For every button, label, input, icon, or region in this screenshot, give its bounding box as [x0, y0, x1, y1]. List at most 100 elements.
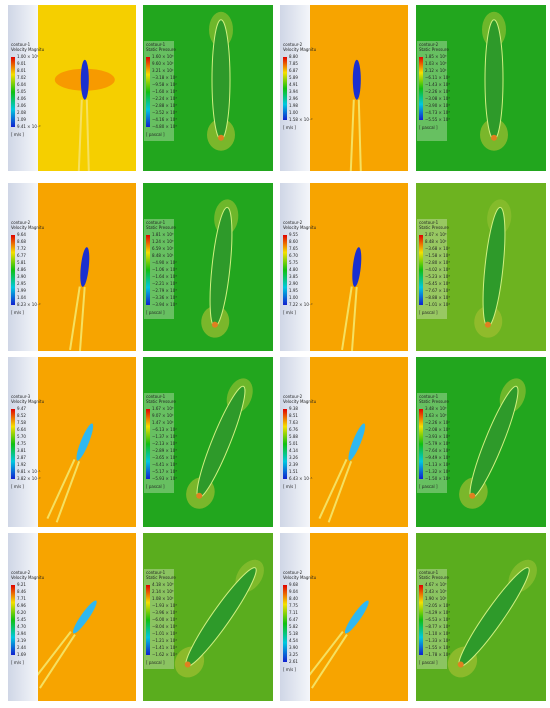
blade — [480, 11, 508, 151]
legend-unit: [ pascal ] — [419, 125, 438, 130]
legend-title: contour-2 — [283, 570, 303, 575]
legend-label: 6.64 — [17, 427, 26, 432]
legend-label: −5.55 × 10³ — [425, 117, 450, 122]
legend-label: −4.41 × 10³ — [152, 462, 177, 467]
legend-label: 9.68 — [289, 582, 298, 587]
wake — [30, 631, 76, 689]
blade — [201, 199, 239, 338]
legend-label: 7.11 — [289, 610, 298, 615]
legend-label: −6.45 × 10³ — [425, 281, 450, 286]
legend-label: −2.80 × 10³ — [425, 260, 450, 265]
blade — [54, 59, 115, 172]
legend-label: 9.21 — [17, 582, 26, 587]
colorbar — [146, 409, 150, 479]
blade-body — [80, 59, 89, 100]
colorbar — [146, 57, 150, 127]
legend-label: 8.40 — [289, 596, 298, 601]
legend-label: 9.41 × 10⁻² — [17, 124, 41, 129]
legend-label: −1.33 × 10⁴ — [425, 638, 450, 643]
legend-title: Static Pressure — [146, 47, 176, 52]
stagnation — [196, 492, 203, 499]
legend-label: −3.65 × 10³ — [152, 455, 177, 460]
legend-label: −3.68 × 10² — [425, 246, 450, 251]
blade — [349, 59, 362, 172]
colorbar — [419, 57, 423, 120]
legend-label: 8.80 — [289, 54, 298, 59]
legend-label: −1.62 × 10⁴ — [152, 652, 177, 657]
legend-label: −2.21 × 10³ — [152, 281, 177, 286]
blade-body — [72, 600, 97, 634]
colorbar — [146, 235, 150, 305]
legend-unit: [ m/s ] — [283, 310, 296, 315]
legend-title: contour-1 — [146, 394, 166, 399]
legend-label: 8.51 — [289, 413, 298, 418]
legend-label: 3.94 — [289, 89, 298, 94]
legend-label: 5.88 — [289, 434, 298, 439]
stagnation — [491, 134, 497, 141]
legend-label: 6.43 × 10⁻¹ — [289, 476, 313, 481]
legend-label: 5.89 — [289, 75, 298, 80]
legend-label: 6.20 — [17, 610, 26, 615]
legend-label: 4.54 — [289, 638, 298, 643]
colorbar — [283, 409, 287, 479]
legend-label: 1.00 — [289, 295, 298, 300]
legend-label: −5.17 × 10³ — [152, 469, 177, 474]
legend-label: 6.47 — [289, 617, 298, 622]
legend-label: 7.22 × 10⁻² — [289, 302, 313, 307]
legend-label: 4.91 — [289, 82, 298, 87]
legend-title: Static Pressure — [419, 399, 449, 404]
legend-label: 7.75 — [289, 603, 298, 608]
legend-label: −3.94 × 10³ — [152, 302, 177, 307]
wake — [77, 99, 90, 172]
legend-label: −2.08 × 10³ — [425, 427, 450, 432]
legend-label: −4.02 × 10³ — [425, 267, 450, 272]
legend-label: 3.25 — [289, 652, 298, 657]
legend-title: contour-1 — [146, 570, 166, 575]
legend-title: contour-2 — [11, 220, 31, 225]
legend-label: 4.06 — [17, 96, 26, 101]
legend-label: 9.07 × 10² — [152, 413, 174, 418]
blade — [447, 559, 537, 678]
legend-label: −9.49 × 10³ — [425, 455, 450, 460]
legend-label: 3.81 — [17, 448, 26, 453]
legend-label: 1.04 — [17, 295, 26, 300]
blade-body — [80, 247, 90, 287]
blade-body — [348, 423, 366, 461]
legend-label: 7.63 — [289, 420, 298, 425]
legend-label: −8.88 × 10³ — [425, 295, 450, 300]
legend-label: −1.64 × 10³ — [152, 274, 177, 279]
legend-label: −4.80 × 10³ — [152, 124, 177, 129]
legend-title: Velocity Magnitu — [283, 225, 317, 230]
legend-label: 1.95 — [289, 288, 298, 293]
legend-label: 2.43 × 10³ — [425, 589, 447, 594]
blade — [46, 423, 94, 523]
legend-label: 1.63 × 10³ — [425, 413, 447, 418]
legend-unit: [ m/s ] — [283, 484, 296, 489]
legend-label: 3.85 — [289, 274, 298, 279]
legend-title: contour-1 — [11, 42, 31, 47]
legend-title: Velocity Magnitu — [11, 225, 45, 230]
wake — [318, 459, 353, 523]
legend-label: −6.11 × 10² — [425, 75, 450, 80]
legend-unit: [ pascal ] — [146, 310, 165, 315]
blade-body — [352, 247, 362, 287]
legend-label: 4.18 × 10³ — [152, 582, 174, 587]
blade — [302, 600, 369, 689]
legend-label: 3.90 — [289, 645, 298, 650]
legend-label: −1.06 × 10³ — [152, 267, 177, 272]
legend-label: 5.81 — [17, 260, 26, 265]
legend-unit: [ pascal ] — [146, 132, 165, 137]
colorbar — [11, 57, 15, 127]
legend-label: 6.77 — [17, 253, 26, 258]
legend-title: Velocity Magnitu — [11, 399, 45, 404]
legend-label: 3.90 — [17, 274, 26, 279]
legend-label: 2.61 — [289, 659, 298, 664]
legend-label: −3.52 × 10³ — [152, 110, 177, 115]
legend-label: 3.48 × 10³ — [425, 406, 447, 411]
legend-label: 3.82 × 10⁻² — [17, 476, 41, 481]
